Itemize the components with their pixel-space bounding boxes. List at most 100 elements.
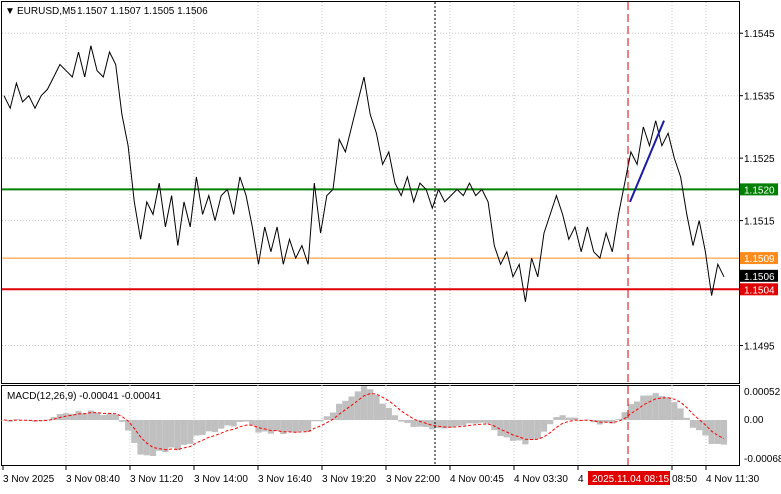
macd-histogram-bar (522, 420, 529, 445)
level-label-red: 1.1504 (744, 285, 775, 296)
macd-histogram-bar (236, 420, 243, 422)
macd-histogram-bar (627, 404, 634, 420)
macd-histogram-bar (311, 420, 318, 422)
macd-histogram-bar (683, 417, 690, 420)
macd-histogram-bar (472, 420, 479, 424)
levels-layer: 1.1520 1.1509 1.1506 1.1504 (2, 183, 778, 296)
macd-histogram-bar (491, 420, 498, 431)
time-tick-label: 3 Nov 14:00 (194, 474, 248, 485)
time-tick-label: 3 Nov 08:40 (66, 474, 120, 485)
macd-histogram-bar (615, 419, 622, 420)
macd-histogram-bar (516, 420, 523, 441)
macd-histogram-bar (211, 420, 219, 433)
macd-histogram-bar (360, 386, 368, 420)
macd-histogram-bar (100, 415, 107, 420)
time-tick-label: 3 Nov 22:00 (386, 474, 440, 485)
macd-histogram-bar (218, 420, 225, 429)
time-highlight-box (588, 471, 670, 485)
macd-histogram-bar (168, 420, 175, 448)
time-tick-label: 3 Nov 19:20 (322, 474, 376, 485)
macd-histogram-bar (565, 417, 572, 420)
macd-histogram-bar (149, 420, 157, 456)
macd-histogram-bar (367, 389, 374, 420)
macd-histogram-bar (125, 420, 132, 431)
macd-histogram-bar (658, 396, 666, 420)
trendline (629, 120, 665, 203)
level-label-bg-current (740, 269, 778, 282)
macd-histogram-bar (50, 417, 57, 420)
macd-histogram-bar (354, 391, 361, 420)
axis-layer: 1.1545 1.1535 1.1525 1.1515 1.1495 3 Nov 2025… (2, 29, 781, 485)
macd-histogram-bar (224, 420, 231, 426)
macd-histogram-bar (534, 420, 541, 439)
macd-histogram-bar (540, 420, 548, 432)
price-series-line (3, 45, 725, 302)
price-layer (3, 45, 725, 302)
level-label-current: 1.1506 (744, 272, 775, 283)
macd-histogram-bar (646, 395, 653, 420)
macd-axis-label: 0.00052 (744, 387, 781, 398)
macd-histogram-bar (485, 420, 492, 424)
macd-title: MACD(12,26,9) -0.00041 -0.00041 (7, 391, 161, 402)
macd-histogram-bar (286, 420, 293, 432)
price-tick-label: 1.1515 (744, 217, 775, 228)
level-label-green: 1.1520 (744, 185, 775, 196)
menu-glyph[interactable]: ▼ (5, 6, 15, 17)
macd-histogram-bar (317, 420, 324, 422)
macd-histogram-bar (25, 420, 32, 421)
price-tick-label: 1.1535 (744, 92, 775, 103)
macd-histogram-bar (447, 420, 454, 428)
macd-histogram-bar (118, 420, 126, 422)
macd-histogram-bar (342, 400, 349, 420)
macd-histogram-bar (634, 401, 641, 420)
macd-histogram-bar (478, 420, 486, 423)
macd-histogram-bar (75, 411, 82, 420)
level-label-orange: 1.1509 (744, 254, 775, 265)
macd-histogram-bar (553, 416, 560, 420)
macd-axis-label: 0.00 (744, 415, 764, 426)
macd-histogram-bar (404, 420, 411, 423)
time-tick-label: 4 Nov 11:30 (706, 474, 760, 485)
macd-layer (0, 386, 728, 456)
macd-histogram-bar (106, 413, 113, 420)
macd-signal-line (3, 393, 725, 451)
macd-histogram-bar (714, 420, 721, 444)
macd-histogram-bar (689, 420, 697, 428)
macd-histogram-bar (435, 420, 442, 429)
macd-histogram-bar (571, 417, 579, 420)
macd-histogram-bar (348, 396, 355, 420)
level-label-bg-green (740, 183, 778, 196)
macd-histogram-bar (602, 420, 610, 423)
grid-layer (2, 2, 739, 465)
macd-histogram-bar (274, 420, 281, 432)
macd-axis-label: -0.00068 (744, 454, 781, 465)
macd-histogram-bar (410, 420, 417, 427)
macd-histogram-bar (87, 410, 94, 420)
level-label-bg-orange (740, 252, 778, 265)
macd-histogram-bar (292, 420, 299, 433)
price-tick-label: 1.1525 (744, 154, 775, 165)
time-tick-label: 3 Nov 2025 (3, 474, 55, 485)
macd-histogram-bar (621, 412, 628, 420)
macd-histogram-bar (267, 420, 274, 434)
macd-histogram-bar (441, 420, 448, 429)
macd-histogram-bar (503, 420, 510, 438)
macd-histogram-bar (329, 412, 337, 420)
macd-histogram-bar (509, 420, 517, 441)
macd-histogram-bar (19, 420, 26, 421)
macd-histogram-bar (373, 394, 380, 420)
macd-histogram-bar (671, 402, 678, 420)
macd-histogram-bar (720, 420, 728, 445)
macd-histogram-bar (460, 420, 467, 426)
macd-histogram-bar (385, 407, 392, 420)
price-panel-frame (1, 1, 740, 384)
macd-histogram-bar (652, 393, 659, 420)
macd-histogram-bar (131, 420, 138, 443)
macd-histogram-bar (609, 420, 616, 424)
macd-histogram-bar (255, 420, 262, 433)
macd-histogram-bar (559, 415, 566, 420)
macd-histogram-bar (528, 420, 535, 440)
macd-histogram-bar (497, 420, 504, 437)
time-tick-label: 3 Nov 16:40 (258, 474, 312, 485)
